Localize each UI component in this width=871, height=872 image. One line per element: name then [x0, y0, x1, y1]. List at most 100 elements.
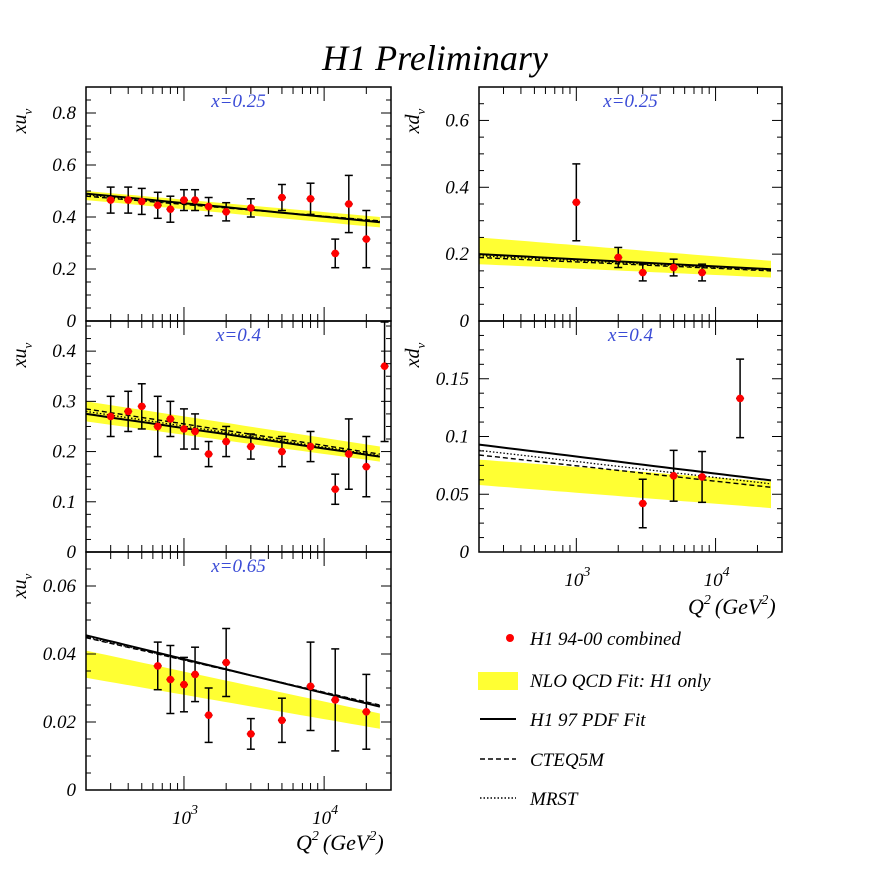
y-tick-label: 0.8: [52, 103, 76, 124]
x-axis-unit: (GeV: [323, 830, 372, 855]
data-point: [191, 427, 199, 436]
data-point: [137, 197, 146, 206]
data-point: [166, 205, 175, 213]
data-point: [180, 680, 188, 689]
y-axis-label: xuv: [9, 342, 35, 368]
y-axis-label: xdv: [402, 108, 428, 134]
data-point: [614, 253, 623, 262]
data-point: [638, 268, 647, 277]
y-tick-label: 0.4: [445, 177, 469, 198]
y-tick-label: 0.4: [52, 341, 76, 362]
panel-xd_025: 0 0.2 0.4 0.6 x=0.25 xdv: [402, 86, 783, 332]
mrst-curve-xu_04: [85, 410, 380, 457]
y-tick-label: 0: [67, 311, 77, 332]
data-point: [204, 202, 213, 211]
svg-text:Q2(GeV2): Q2 (GeV2): [688, 593, 776, 619]
data-point: [180, 425, 188, 433]
y-tick-label: 0.6: [445, 110, 469, 131]
x-axis-q: Q: [296, 830, 312, 855]
data-point: [278, 193, 286, 202]
y-tick-label: 0.2: [52, 442, 76, 463]
data-point: [278, 716, 286, 725]
svg-text:Q2(GeV2): Q2 (GeV2): [296, 829, 384, 855]
data-point: [278, 447, 286, 456]
x-axis-unit-close: ): [374, 830, 383, 855]
x-axis-unit-sup-right: 2: [761, 593, 768, 608]
y-tick-label: 0.2: [52, 259, 76, 280]
h1-97-curve-xd_04: [478, 443, 772, 482]
panel-xu_025: 0 0.2 0.4 0.6 0.8 x=0.25 xuv: [9, 86, 392, 332]
x-axis-title-left: Q2 (GeV2): [296, 829, 384, 855]
x-tick-label: 104: [704, 565, 730, 591]
legend-points-label: H1 94-00 combined: [529, 629, 681, 650]
y-tick-label: 0: [460, 311, 470, 332]
panel-x-label: x=0.4: [607, 325, 654, 346]
y-tick-label: 0.1: [52, 492, 76, 513]
data-point: [306, 682, 315, 691]
panel-frame-xd_04: [478, 320, 783, 553]
panel-xu_04: 0 0.1 0.2 0.3 0.4 x=0.4 xuv: [9, 320, 392, 563]
y-tick-label: 0.4: [52, 207, 76, 228]
panel-frame-xd_025: [478, 86, 783, 322]
h1-97-curve-xd_025: [478, 253, 772, 271]
legend-point-marker: [506, 634, 514, 642]
data-point: [106, 196, 115, 204]
data-point: [698, 473, 706, 481]
mrst-curve-xd_04: [478, 449, 772, 485]
panel-xd_04: 0 0.05 0.1 0.15 103 104 x=0.4 xdv: [402, 320, 783, 591]
x-axis-unit-sup: 2: [369, 829, 376, 844]
y-tick-label: 0.6: [52, 155, 76, 176]
data-point: [222, 437, 230, 446]
legend-band-label: NLO QCD Fit: H1 only: [529, 671, 711, 692]
y-axis-label: xdv: [402, 342, 428, 368]
y-tick-label: 0: [460, 542, 470, 563]
data-point: [736, 394, 744, 403]
y-tick-label: 0.02: [43, 712, 77, 733]
data-point: [137, 402, 146, 411]
data-point: [166, 675, 175, 684]
h1-97-curve-xu_065: [85, 634, 381, 708]
data-point: [362, 235, 371, 243]
cteq5m-curve-xu_04: [85, 408, 381, 455]
x-axis-q-sup-right: 2: [704, 593, 711, 608]
y-tick-label: 0.3: [52, 391, 76, 412]
panel-x-label: x=0.4: [215, 325, 262, 346]
y-tick-label: 0.1: [445, 427, 469, 448]
legend: H1 94-00 combined NLO QCD Fit: H1 only H…: [478, 629, 711, 810]
legend-dashed-label: CTEQ5M: [530, 750, 605, 771]
data-point: [106, 412, 115, 421]
data-point: [191, 670, 199, 679]
y-axis-label: xuv: [9, 573, 35, 599]
data-point: [638, 499, 647, 508]
data-point: [306, 195, 315, 203]
x-axis-title-right: Q2 (GeV2): [688, 593, 776, 619]
legend-dotted-label: MRST: [529, 789, 579, 810]
y-tick-label: 0: [67, 780, 77, 801]
cteq5m-curve-xd_025: [478, 256, 772, 272]
data-point: [669, 471, 678, 480]
x-axis-unit-close-right: ): [766, 594, 775, 619]
data-point: [345, 200, 353, 208]
panel-x-label: x=0.65: [210, 556, 266, 577]
y-tick-label: 0.06: [43, 576, 77, 597]
legend-solid-label: H1 97 PDF Fit: [529, 710, 646, 731]
x-axis-q-sup: 2: [312, 829, 319, 844]
y-tick-label: 0.2: [445, 244, 469, 265]
x-tick-label: 103: [172, 803, 198, 829]
data-point: [698, 268, 706, 277]
x-axis-unit-right: (GeV: [715, 594, 764, 619]
data-point: [362, 462, 371, 471]
y-tick-label: 0.15: [436, 369, 469, 390]
data-point: [362, 708, 371, 716]
figure-title: H1 Preliminary: [321, 38, 548, 78]
legend-band-swatch: [478, 672, 518, 690]
x-axis-q-right: Q: [688, 594, 704, 619]
data-point: [191, 196, 199, 204]
panels-group: 0 0.2 0.4 0.6 0.8 x=0.25 xuv 0 0.2 0.4 0.6 x=0.25 xd…: [9, 86, 783, 829]
y-tick-label: 0: [67, 542, 77, 563]
data-point: [222, 208, 230, 216]
data-point: [180, 196, 188, 204]
data-point: [247, 442, 255, 451]
panel-x-label: x=0.25: [210, 91, 266, 112]
data-point: [124, 407, 132, 416]
